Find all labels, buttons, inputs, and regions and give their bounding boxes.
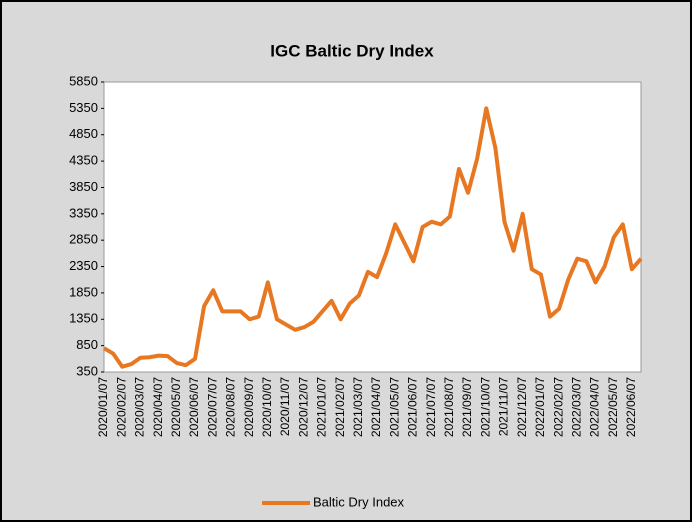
x-tick-label: 2020/09/07 (242, 377, 256, 437)
x-tick-label: 2021/12/07 (515, 377, 529, 437)
x-tick-label: 2022/05/07 (606, 377, 620, 437)
y-tick-label: 4350 (69, 153, 98, 168)
y-tick-label: 3350 (69, 205, 98, 220)
x-tick-label: 2021/11/07 (497, 377, 511, 436)
x-tick-label: 2022/03/07 (569, 377, 583, 437)
chart-title: IGC Baltic Dry Index (270, 41, 434, 60)
x-tick-label: 2021/06/07 (406, 377, 420, 437)
x-tick-label: 2021/02/07 (333, 377, 347, 437)
x-tick-label: 2021/01/07 (315, 377, 329, 437)
y-tick-label: 2350 (69, 258, 98, 273)
x-tick-label: 2020/02/07 (114, 377, 128, 437)
x-tick-label: 2020/11/07 (278, 377, 292, 436)
y-tick-label: 2850 (69, 232, 98, 247)
x-tick-label: 2020/01/07 (96, 377, 110, 437)
x-tick-label: 2021/09/07 (460, 377, 474, 437)
x-tick-label: 2020/04/07 (151, 377, 165, 437)
y-tick-label: 350 (76, 363, 98, 378)
x-tick-label: 2020/06/07 (187, 377, 201, 437)
x-tick-label: 2021/05/07 (387, 377, 401, 437)
y-tick-label: 4850 (69, 126, 98, 141)
x-tick-label: 2021/07/07 (424, 377, 438, 437)
plot-area (103, 81, 642, 373)
x-tick-label: 2020/03/07 (133, 377, 147, 437)
legend-label: Baltic Dry Index (313, 494, 405, 509)
y-tick-label: 3850 (69, 179, 98, 194)
x-tick-label: 2022/04/07 (588, 377, 602, 437)
x-tick-label: 2020/05/07 (169, 377, 183, 437)
y-tick-label: 5350 (69, 100, 98, 115)
x-tick-label: 2020/08/07 (224, 377, 238, 437)
data-line (102, 106, 643, 369)
x-tick-label: 2021/10/07 (478, 377, 492, 437)
x-tick-label: 2020/12/07 (296, 377, 310, 437)
x-tick-label: 2020/10/07 (260, 377, 274, 437)
y-tick-label: 5850 (69, 73, 98, 88)
x-tick-label: 2022/06/07 (624, 377, 638, 437)
x-tick-label: 2022/02/07 (551, 377, 565, 437)
x-tick-label: 2021/03/07 (351, 377, 365, 437)
x-tick-label: 2020/07/07 (205, 377, 219, 437)
x-tick-label: 2021/04/07 (369, 377, 383, 437)
y-tick-label: 1850 (69, 284, 98, 299)
x-tick-label: 2021/08/07 (442, 377, 456, 437)
y-tick-label: 850 (76, 337, 98, 352)
x-tick-label: 2022/01/07 (533, 377, 547, 437)
y-tick-label: 1350 (69, 311, 98, 326)
